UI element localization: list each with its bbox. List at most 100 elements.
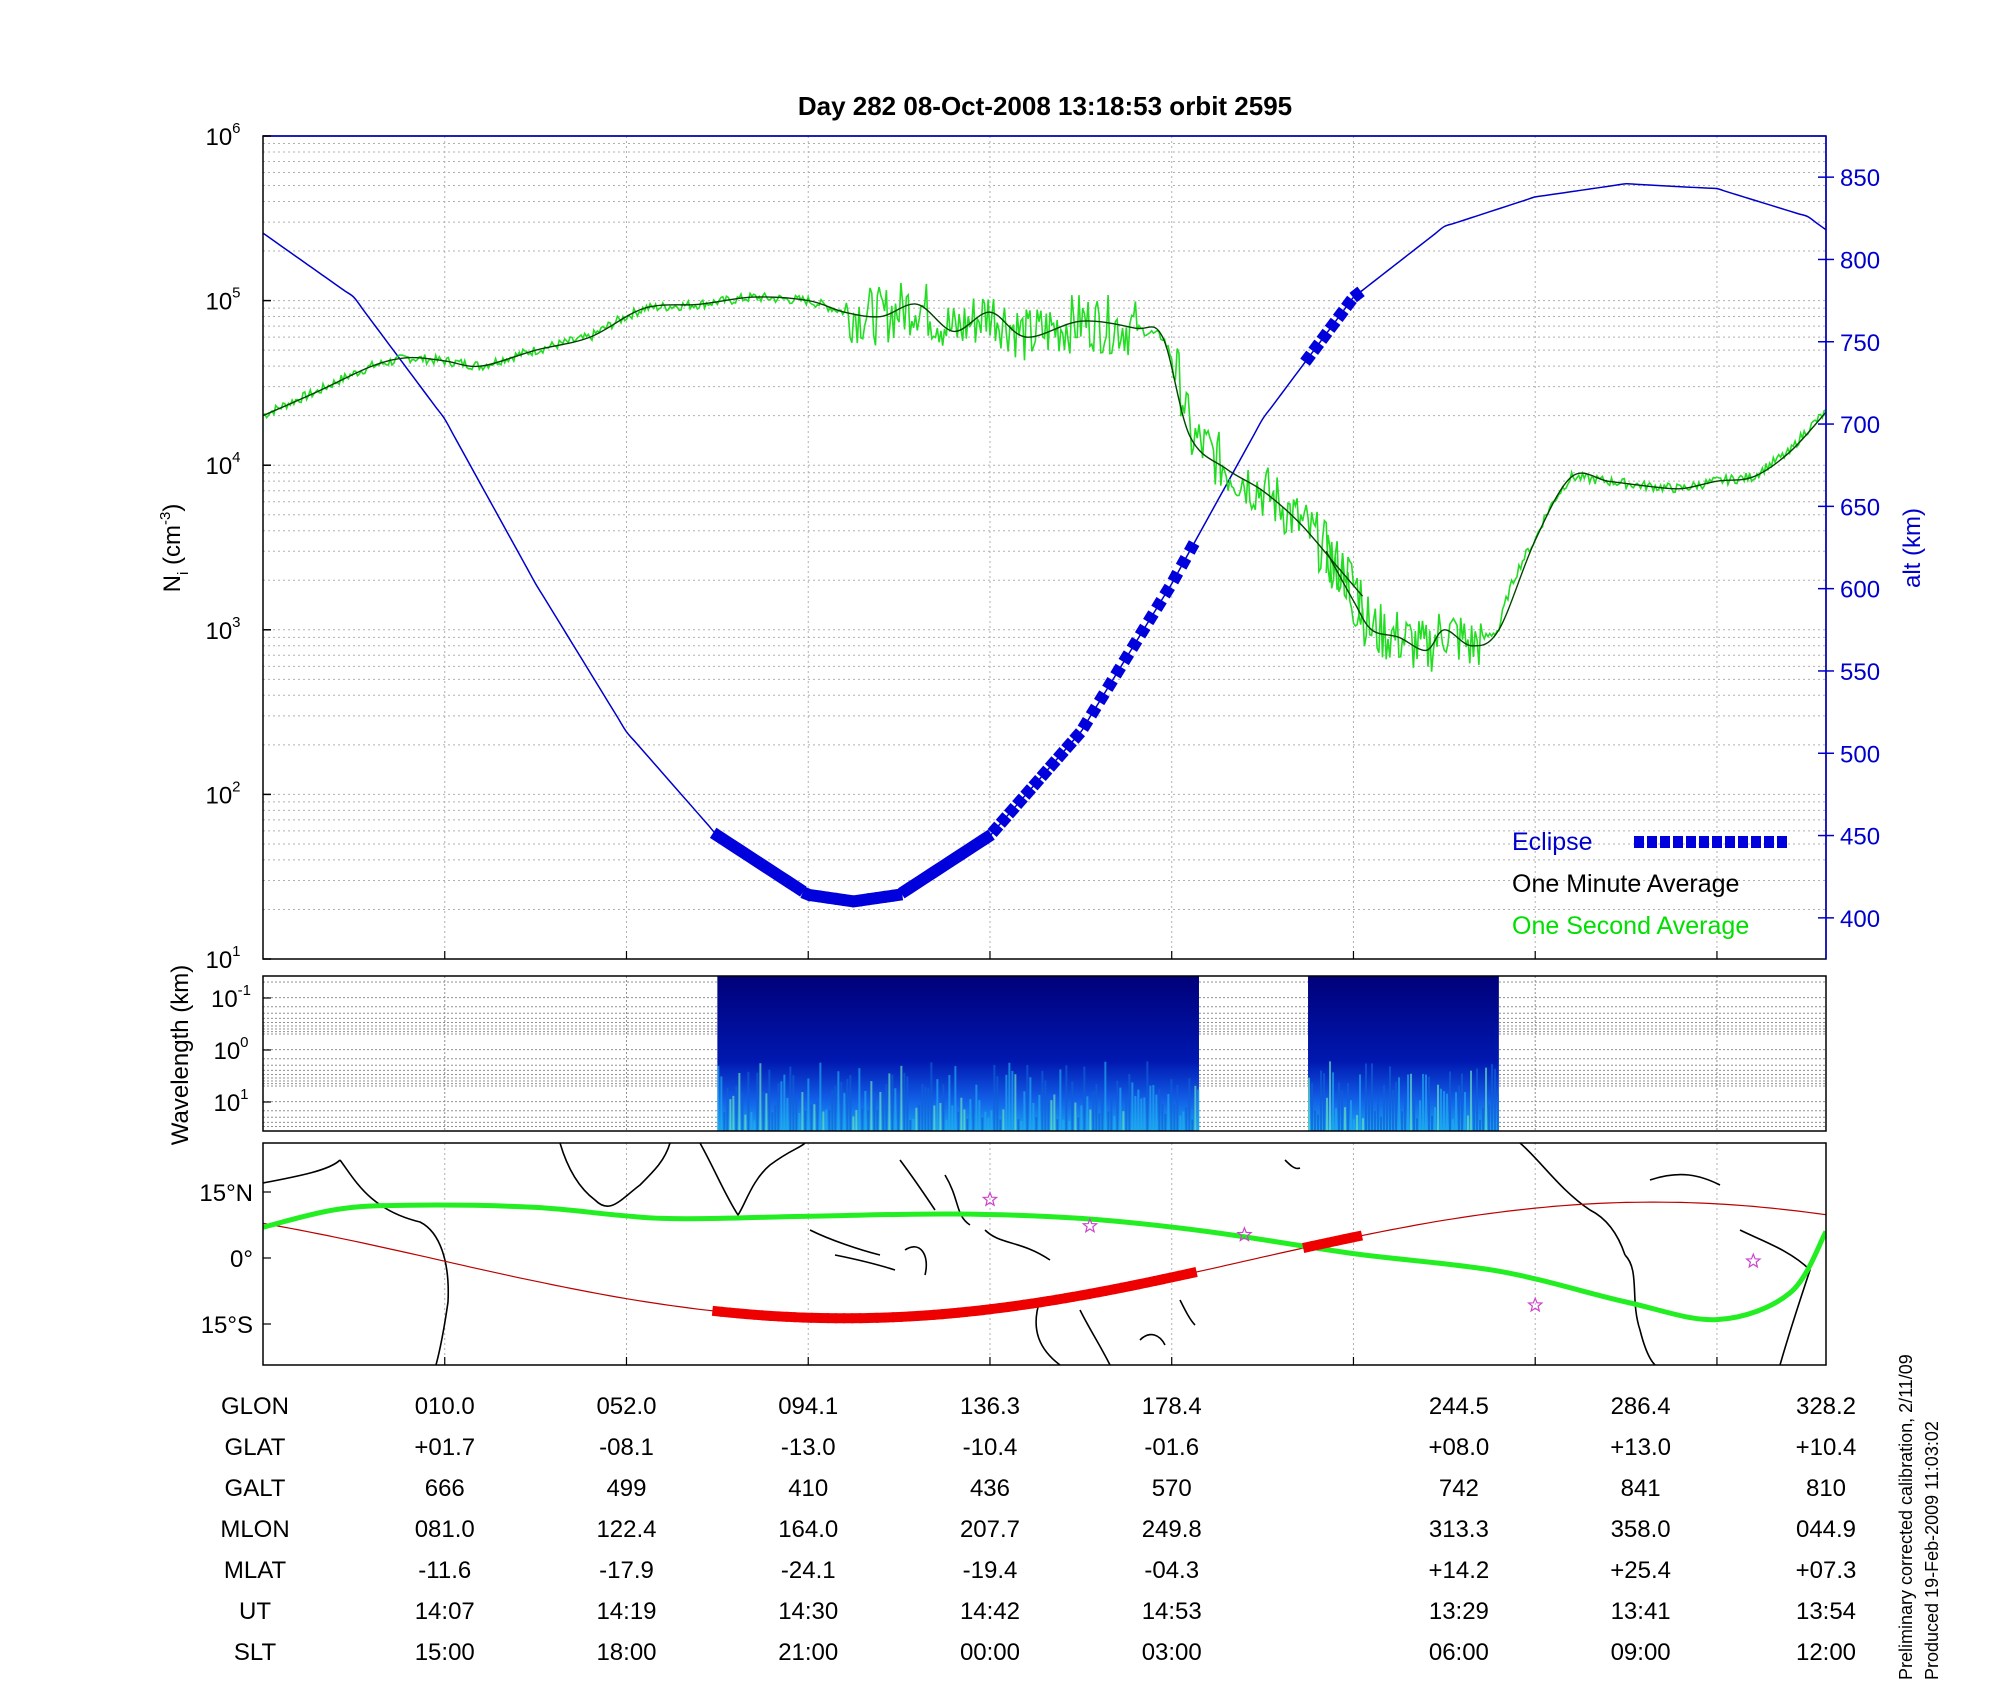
spectrogram-column — [843, 1092, 846, 1131]
spectrogram-column — [978, 1100, 981, 1131]
spectrogram-column — [1152, 1085, 1155, 1131]
spectrogram-column — [1173, 1104, 1176, 1131]
table-cell: 18:00 — [596, 1639, 656, 1666]
table-cell: +10.4 — [1796, 1434, 1857, 1461]
spectrogram-column — [1077, 1117, 1080, 1131]
spectrogram-column — [966, 1118, 969, 1131]
eclipse-mark — [1184, 540, 1200, 555]
eclipse-mark — [987, 821, 1004, 838]
eclipse-mark — [891, 888, 904, 902]
eclipse-mark — [758, 859, 774, 876]
eclipse-mark — [769, 1310, 780, 1322]
eclipse-mark — [932, 1309, 944, 1320]
table-cell: -13.0 — [781, 1434, 836, 1461]
spectrogram-column — [1335, 1108, 1338, 1131]
spectrogram-column — [945, 1119, 948, 1131]
spectrogram-column — [1029, 1077, 1032, 1131]
spectrogram-column — [1017, 1119, 1020, 1131]
spectrogram-column — [1338, 1082, 1341, 1131]
table-cell: +13.0 — [1610, 1434, 1671, 1461]
spectrogram-column — [1116, 1080, 1119, 1131]
eclipse-mark — [930, 861, 946, 878]
table-row-label: MLON — [220, 1516, 289, 1543]
eclipse-mark — [979, 829, 995, 846]
eclipse-mark — [875, 1312, 887, 1323]
spectrogram-column — [1179, 1115, 1182, 1131]
spectrogram-column — [1095, 1083, 1098, 1131]
spectrogram-column — [1122, 1111, 1125, 1131]
table-row-label: GLON — [221, 1393, 289, 1420]
table-cell: 136.3 — [960, 1393, 1020, 1420]
spectrogram-column — [900, 1065, 903, 1131]
spectrogram-column — [1467, 1115, 1470, 1131]
spectrogram-column — [984, 1111, 987, 1131]
eclipse-mark — [1341, 295, 1357, 311]
spectrogram-column — [1461, 1073, 1464, 1131]
y-tick-label: 100 — [213, 1034, 248, 1065]
spectrogram-column — [768, 1069, 771, 1131]
eclipse-mark — [965, 1305, 977, 1317]
wavelength-spectrogram-panel: 10-1 100 101 Wavelength (km) — [167, 965, 1827, 1145]
eclipse-mark — [1738, 836, 1748, 848]
eclipse-mark — [810, 1312, 821, 1324]
spectrogram-column — [1020, 1120, 1023, 1131]
table-cell: -19.4 — [963, 1557, 1018, 1584]
eclipse-mark — [955, 845, 971, 862]
table-cell: 09:00 — [1611, 1639, 1671, 1666]
spectrogram-column — [822, 1111, 825, 1131]
table-cell: 328.2 — [1796, 1393, 1856, 1420]
star-marker — [1526, 1296, 1544, 1313]
eclipse-mark — [1699, 836, 1709, 848]
spectrogram-column — [987, 1117, 990, 1131]
spectrogram-column — [792, 1075, 795, 1131]
table-cell: 410 — [788, 1475, 828, 1502]
spectrogram-column — [1098, 1113, 1101, 1131]
spectrogram-column — [993, 1064, 996, 1131]
eclipse-mark — [835, 1313, 846, 1324]
spectrogram-column — [1059, 1069, 1062, 1131]
eclipse-mark — [940, 1308, 952, 1320]
eclipse-mark — [851, 1313, 862, 1324]
eclipse-mark — [1014, 1299, 1026, 1311]
legend-eclipse: Eclipse — [1512, 828, 1593, 856]
spectrogram-column — [723, 1112, 726, 1131]
spectrogram-column — [828, 1109, 831, 1131]
spectrogram-column — [738, 1072, 741, 1131]
spectrogram-column — [1128, 1074, 1131, 1131]
spectrogram-column — [1413, 1093, 1416, 1131]
eclipse-mark — [1094, 690, 1110, 706]
y-tick-label: 101 — [213, 1086, 248, 1117]
table-cell: 21:00 — [778, 1639, 838, 1666]
table-cell: 313.3 — [1429, 1516, 1489, 1543]
spectrogram-column — [717, 1065, 720, 1131]
spectrogram-column — [837, 1071, 840, 1131]
spectrogram-column — [894, 1088, 897, 1131]
spectrogram-column — [1368, 1099, 1371, 1131]
spectrogram-column — [915, 1107, 918, 1131]
spectrogram-column — [972, 1095, 975, 1131]
eclipse-mark — [1126, 637, 1143, 652]
eclipse-mark — [1077, 717, 1094, 732]
eclipse-mark — [1660, 836, 1670, 848]
table-cell: 178.4 — [1142, 1393, 1202, 1420]
spectrogram-column — [1065, 1065, 1068, 1131]
table-cell: 13:41 — [1611, 1598, 1671, 1625]
eclipse-mark — [750, 854, 766, 870]
y-tick-label-right: 750 — [1840, 330, 1880, 357]
spectrogram-column — [1410, 1073, 1413, 1131]
eclipse-mark — [711, 1305, 723, 1317]
spectrogram-column — [954, 1066, 957, 1131]
eclipse-mark — [995, 812, 1012, 828]
spectrogram-column — [1317, 1114, 1320, 1131]
eclipse-mark — [718, 833, 734, 849]
spectrogram-column — [882, 1092, 885, 1131]
table-cell: 14:53 — [1142, 1598, 1202, 1625]
eclipse-mark — [1151, 597, 1167, 612]
spectrogram-column — [1479, 1119, 1482, 1131]
eclipse-mark — [767, 865, 783, 881]
y-tick-label-right: 400 — [1840, 906, 1880, 933]
spectrogram-column — [891, 1074, 894, 1131]
eclipse-mark — [1143, 610, 1159, 626]
spectrogram-column — [1404, 1098, 1407, 1131]
star-marker — [981, 1190, 999, 1207]
